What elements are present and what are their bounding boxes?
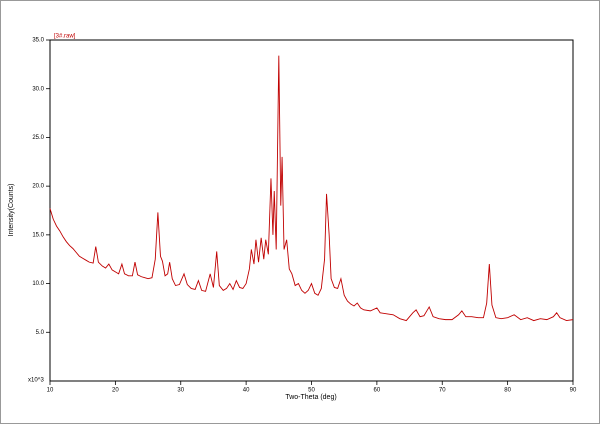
y-tick-label: 35.0 — [32, 38, 44, 44]
y-tick-label: 20.0 — [32, 184, 44, 190]
data-line — [49, 55, 574, 322]
y-unit-label: x10^3 — [28, 378, 44, 384]
x-tick-label: 30 — [177, 388, 184, 394]
x-tick-label: 40 — [243, 388, 250, 394]
y-axis-title: Intensity(Counts) — [8, 184, 15, 237]
y-tick-label: 5.0 — [36, 330, 45, 336]
legend-label: [3#.raw] — [54, 34, 76, 40]
y-tick-label: 25.0 — [32, 135, 44, 141]
y-tick-label: 15.0 — [32, 232, 44, 238]
x-axis-title: Two-Theta (deg) — [285, 394, 336, 401]
x-tick-label: 10 — [47, 388, 54, 394]
x-tick-label: 80 — [504, 388, 511, 394]
x-tick-label: 50 — [308, 388, 315, 394]
x-tick-label: 60 — [374, 388, 381, 394]
x-tick-label: 90 — [570, 388, 577, 394]
x-tick-label: 20 — [112, 388, 119, 394]
y-tick-label: 30.0 — [32, 86, 44, 92]
x-tick-label: 70 — [439, 388, 446, 394]
y-tick-label: 10.0 — [32, 281, 44, 287]
